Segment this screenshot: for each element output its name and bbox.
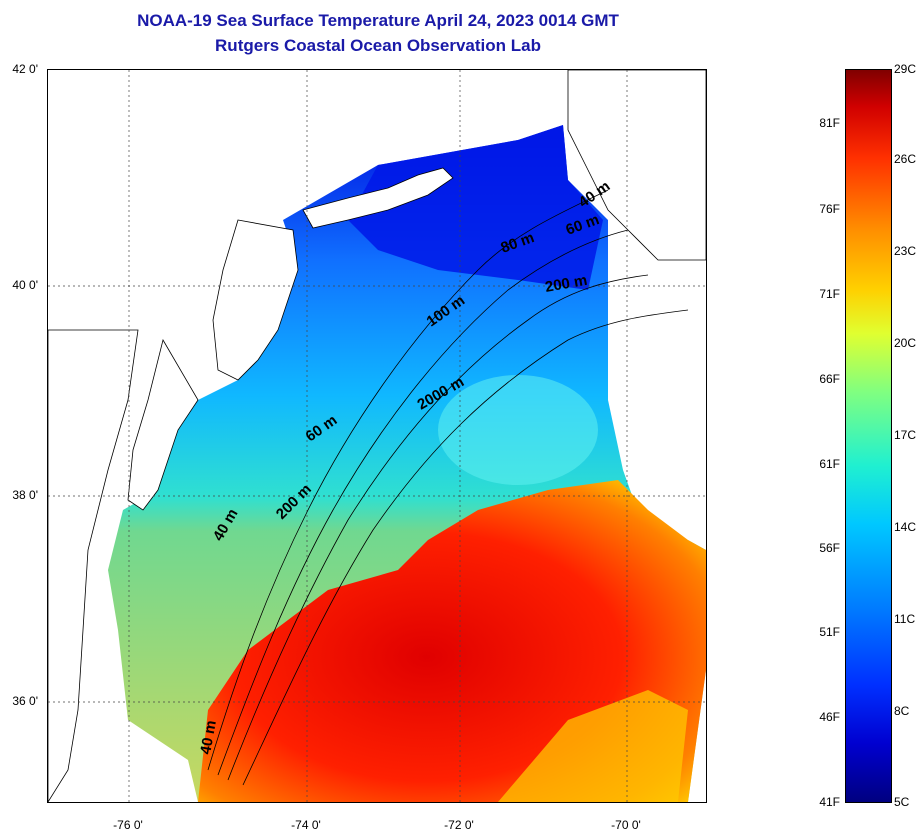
lon-label-76: -76 0'	[113, 818, 143, 832]
bathymetry-contours	[207, 189, 689, 786]
colorbar-f-71: 71F	[819, 287, 840, 301]
colorbar-c-20: 20C	[894, 336, 917, 350]
cold-north-band	[348, 125, 603, 290]
colorbar-f-76: 76F	[819, 202, 840, 216]
colorbar-c-29: 29C	[894, 62, 917, 76]
colorbar-f-56: 56F	[819, 541, 840, 555]
colorbar-f-46: 46F	[819, 710, 840, 724]
sst-map-canvas: 40 m 60 m 80 m 200 m 100 m 2000 m 60 m 2…	[48, 70, 706, 802]
colorbar-c-23: 23C	[894, 244, 917, 258]
cold-eddy	[438, 375, 598, 485]
colorbar-f-61: 61F	[819, 457, 840, 471]
colorbar-c-8: 8C	[894, 704, 910, 718]
lat-label-40: 40 0'	[12, 278, 38, 292]
lat-label-42: 42 0'	[12, 62, 38, 76]
colorbar-f-81: 81F	[819, 116, 840, 130]
contour-label-40m-south: 40 m	[197, 719, 220, 756]
lon-label-72: -72 0'	[444, 818, 474, 832]
colorbar-f-66: 66F	[819, 372, 840, 386]
graticule	[48, 70, 706, 802]
lat-label-38: 38 0'	[12, 488, 38, 502]
temperature-colorbar	[845, 69, 892, 803]
lon-label-74: -74 0'	[291, 818, 321, 832]
long-island	[302, 167, 454, 229]
sst-map[interactable]: 40 m 60 m 80 m 200 m 100 m 2000 m 60 m 2…	[47, 69, 707, 803]
colorbar-c-5: 5C	[894, 795, 910, 809]
lat-label-36: 36 0'	[12, 694, 38, 708]
colorbar-c-17: 17C	[894, 428, 917, 442]
colorbar-c-14: 14C	[894, 520, 917, 534]
colorbar-c-26: 26C	[894, 152, 917, 166]
colorbar-c-11: 11C	[894, 612, 916, 626]
chesapeake-land	[48, 329, 139, 802]
delmarva-peninsula	[127, 338, 199, 511]
warm-south-edge	[498, 690, 688, 802]
lon-label-70: -70 0'	[611, 818, 641, 832]
map-subtitle: Rutgers Coastal Ocean Observation Lab	[215, 36, 541, 55]
colorbar-f-51: 51F	[819, 625, 840, 639]
new-jersey-coast	[212, 219, 299, 381]
map-title: NOAA-19 Sea Surface Temperature April 24…	[137, 11, 619, 30]
colorbar-f-41: 41F	[819, 795, 840, 809]
